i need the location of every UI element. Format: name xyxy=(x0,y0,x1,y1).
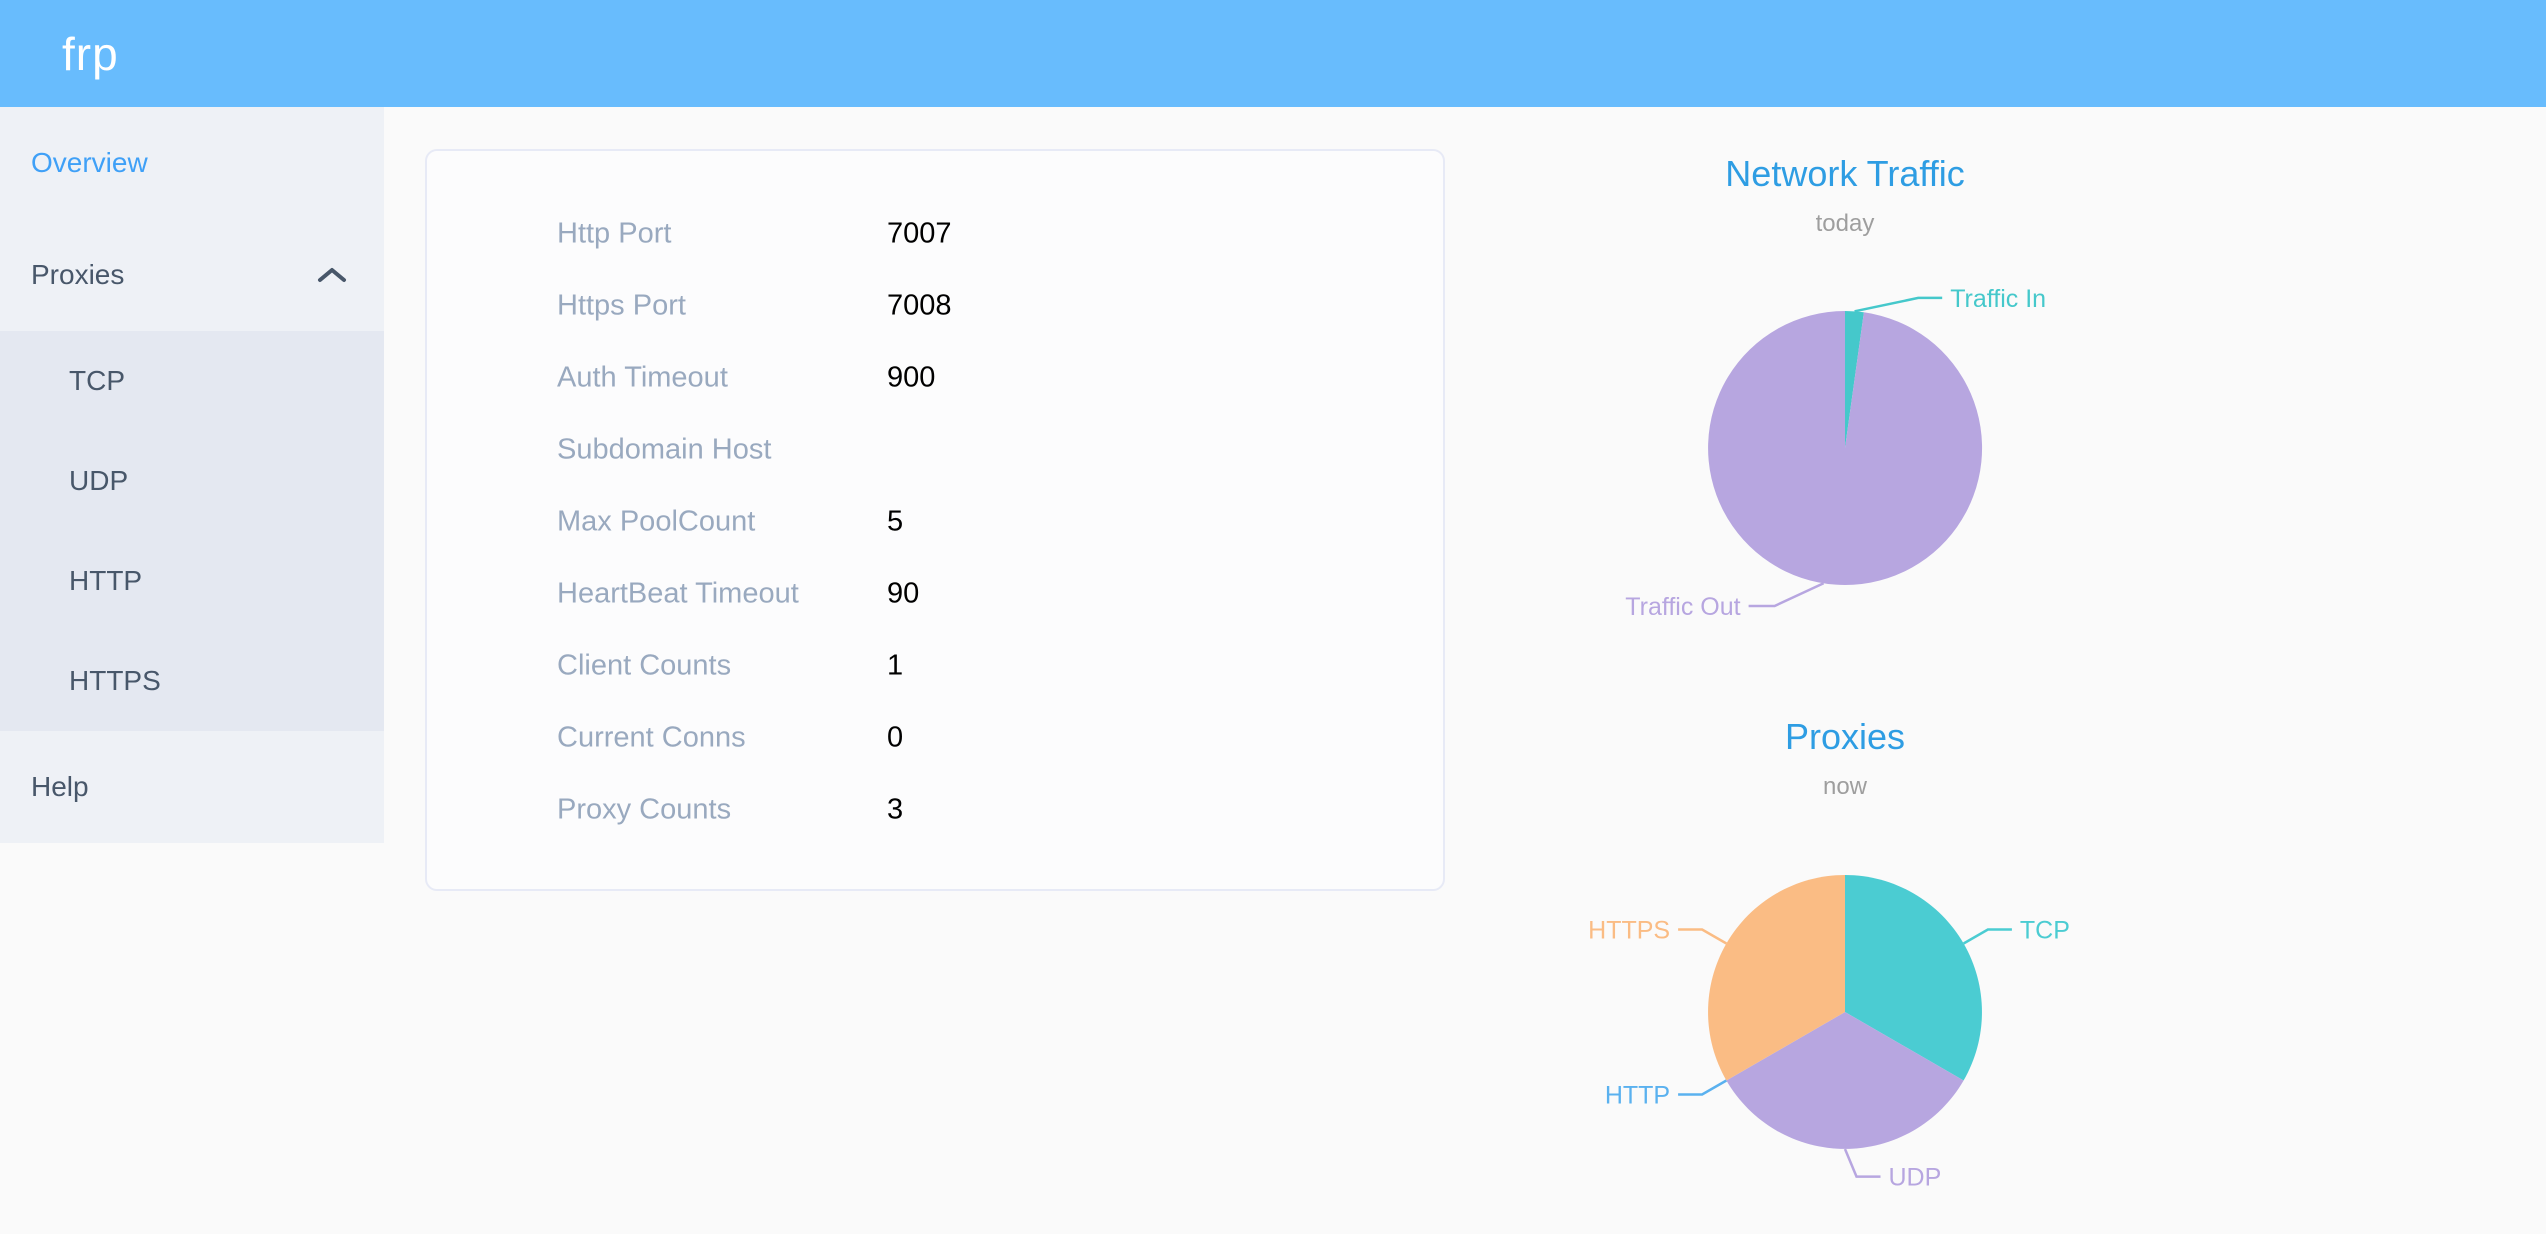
row-value: 7008 xyxy=(887,289,952,322)
table-row: Current Conns 0 xyxy=(427,702,1443,774)
row-value: 1 xyxy=(887,649,904,682)
pie-label-line-traffic-out xyxy=(1748,582,1825,608)
pie-slice-tcp[interactable] xyxy=(1845,875,1982,1081)
row-value: 0 xyxy=(887,721,904,754)
pie-label-line-udp xyxy=(1843,1148,1881,1178)
server-info-card: Http Port 7007 Https Port 7008 Auth Timeout 9… xyxy=(425,149,1445,891)
pie-label-udp: UDP xyxy=(1889,1164,1942,1192)
row-label: Subdomain Host xyxy=(557,433,772,466)
sidebar-item-http[interactable]: HTTP xyxy=(0,531,384,631)
sidebar-item-label: Overview xyxy=(31,147,148,178)
pie-label-traffic-in: Traffic In xyxy=(1950,285,2046,313)
sidebar-item-overview[interactable]: Overview xyxy=(0,107,384,219)
chevron-up-icon xyxy=(318,268,346,282)
pie-label-https: HTTPS xyxy=(1588,917,1670,945)
proxies-pie: TCP UDP HTTP HTTPS xyxy=(1588,875,2070,1192)
row-value: 3 xyxy=(887,793,904,826)
main-content: Http Port 7007 Https Port 7008 Auth Timeout 9… xyxy=(384,107,2546,1234)
row-label: Max PoolCount xyxy=(557,505,756,538)
sidebar-item-label: TCP xyxy=(69,365,125,396)
row-value: 5 xyxy=(887,505,904,538)
chart-proxies: Proxies now TCP UDP HTTP HTTPS xyxy=(1545,715,2145,1231)
chart-network-traffic: Network Traffic today Traffic In Traffic … xyxy=(1545,152,2145,688)
app-header: frp xyxy=(0,0,2546,107)
table-row: Subdomain Host xyxy=(427,414,1443,486)
sidebar-submenu-proxies: TCP UDP HTTP HTTPS xyxy=(0,331,384,731)
pie-slice-https[interactable] xyxy=(1708,875,1845,1081)
table-row: Max PoolCount 5 xyxy=(427,486,1443,558)
server-info-table: Http Port 7007 Https Port 7008 Auth Timeout 9… xyxy=(427,198,1443,846)
row-value: 90 xyxy=(887,577,920,610)
chart-subtitle: now xyxy=(1822,773,1868,800)
row-label: Proxy Counts xyxy=(557,793,732,826)
table-row: Proxy Counts 3 xyxy=(427,774,1443,846)
pie-slice-traffic-in[interactable] xyxy=(1845,310,1864,448)
row-value: 7007 xyxy=(887,217,952,250)
sidebar-item-label: Proxies xyxy=(31,259,125,290)
app-logo: frp xyxy=(62,27,119,80)
row-label: HeartBeat Timeout xyxy=(557,577,799,610)
pie-label-line-tcp xyxy=(1962,928,2012,945)
sidebar-item-label: HTTP xyxy=(69,565,143,596)
pie-label-line-http xyxy=(1678,1079,1728,1096)
sidebar-item-proxies[interactable]: Proxies xyxy=(0,219,384,331)
network-traffic-pie: Traffic In Traffic Out xyxy=(1625,285,2046,621)
pie-label-traffic-out: Traffic Out xyxy=(1625,593,1740,621)
table-row: Client Counts 1 xyxy=(427,630,1443,702)
table-row: HeartBeat Timeout 90 xyxy=(427,558,1443,630)
row-label: Auth Timeout xyxy=(557,361,728,394)
chart-title: Network Traffic xyxy=(1725,153,1965,194)
pie-label-tcp: TCP xyxy=(2020,917,2070,945)
chart-title: Proxies xyxy=(1784,716,1906,757)
table-row: Https Port 7008 xyxy=(427,270,1443,342)
row-label: Current Conns xyxy=(557,721,746,754)
pie-label-line-https xyxy=(1678,928,1728,945)
row-label: Client Counts xyxy=(557,649,732,682)
sidebar-item-label: Help xyxy=(31,771,89,802)
pie-label-http: HTTP xyxy=(1605,1082,1670,1110)
sidebar: Overview Proxies TCP UDP HTTP HTTPS Help xyxy=(0,107,384,843)
sidebar-item-label: HTTPS xyxy=(69,665,161,696)
table-row: Http Port 7007 xyxy=(427,198,1443,270)
sidebar-item-help[interactable]: Help xyxy=(0,731,384,843)
sidebar-item-https[interactable]: HTTPS xyxy=(0,631,384,731)
pie-label-line-traffic-in xyxy=(1854,296,1943,313)
row-label: Https Port xyxy=(557,289,686,322)
sidebar-item-tcp[interactable]: TCP xyxy=(0,331,384,431)
pie-slice-udp[interactable] xyxy=(1726,1012,1964,1149)
sidebar-item-udp[interactable]: UDP xyxy=(0,431,384,531)
sidebar-item-label: UDP xyxy=(69,465,129,496)
table-row: Auth Timeout 900 xyxy=(427,342,1443,414)
pie-slice-traffic-out[interactable] xyxy=(1708,311,1983,585)
row-value: 900 xyxy=(887,361,936,394)
row-label: Http Port xyxy=(557,217,672,250)
chart-subtitle: today xyxy=(1815,210,1875,237)
